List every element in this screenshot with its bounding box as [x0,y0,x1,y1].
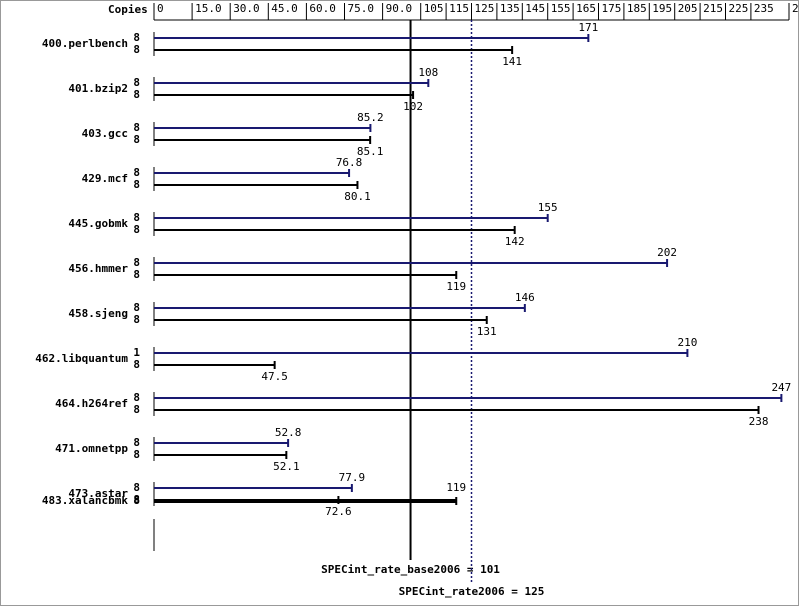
copies-label: 8 [133,268,140,281]
copies-label: 8 [133,76,140,89]
copies-label: 8 [133,391,140,404]
value-label: 146 [515,291,535,304]
x-tick-label: 215 [703,2,723,15]
value-label: 141 [502,55,522,68]
copies-label: 8 [133,256,140,269]
copies-label: 8 [133,211,140,224]
x-tick-label: 185 [627,2,647,15]
x-tick-label: 75.0 [348,2,375,15]
reference-label: SPECint_rate2006 = 125 [399,585,545,598]
value-label: 155 [538,201,558,214]
copies-label: 8 [133,166,140,179]
value-label: 77.9 [339,471,366,484]
x-tick-label: 60.0 [309,2,336,15]
value-label: 72.6 [325,505,352,518]
category-label: 429.mcf [82,172,128,185]
x-tick-label: 195 [652,2,672,15]
copies-label: 8 [133,223,140,236]
category-label: 400.perlbench [42,37,128,50]
x-tick-label: 250 [792,2,799,15]
x-tick-label: 105 [424,2,444,15]
value-label: 119 [446,280,466,293]
copies-label: 8 [133,358,140,371]
category-label: 464.h264ref [55,397,128,410]
value-label: 52.8 [275,426,302,439]
copies-label: 8 [133,481,140,494]
x-tick-label: 235 [754,2,774,15]
category-label: 401.bzip2 [68,82,128,95]
category-label: 458.sjeng [68,307,128,320]
category-label: 456.hmmer [68,262,128,275]
x-tick-label: 30.0 [233,2,260,15]
value-label: 210 [677,336,697,349]
category-label: 471.omnetpp [55,442,128,455]
x-tick-label: 135 [500,2,520,15]
value-label: 202 [657,246,677,259]
value-label: 80.1 [344,190,371,203]
copies-label: 1 [133,346,140,359]
value-label: 171 [578,21,598,34]
value-label: 52.1 [273,460,300,473]
x-tick-label: 225 [729,2,749,15]
copies-label: 8 [133,178,140,191]
x-tick-label: 155 [551,2,571,15]
copies-label: 8 [133,436,140,449]
copies-label: 8 [133,493,140,506]
copies-label: 8 [133,313,140,326]
value-label: 47.5 [261,370,288,383]
x-tick-label: 115 [449,2,469,15]
copies-label: 8 [133,88,140,101]
copies-label: 8 [133,121,140,134]
axis-title: Copies [108,3,148,16]
x-tick-label: 145 [525,2,545,15]
copies-label: 8 [133,31,140,44]
copies-label: 8 [133,403,140,416]
value-label: 119 [446,481,466,494]
value-label: 108 [418,66,438,79]
value-label: 85.2 [357,111,384,124]
category-label: 403.gcc [82,127,128,140]
copies-label: 8 [133,301,140,314]
x-tick-label: 125 [475,2,495,15]
value-label: 238 [749,415,769,428]
value-label: 131 [477,325,497,338]
x-tick-label: 175 [602,2,622,15]
value-label: 142 [505,235,525,248]
copies-label: 8 [133,448,140,461]
x-tick-label: 165 [576,2,596,15]
x-tick-label: 205 [678,2,698,15]
x-tick-label: 15.0 [195,2,222,15]
copies-label: 8 [133,43,140,56]
value-label: 102 [403,100,423,113]
value-label: 85.1 [357,145,384,158]
category-label: 473.astar [68,487,128,500]
x-tick-label: 45.0 [271,2,298,15]
category-label: 462.libquantum [35,352,128,365]
value-label: 247 [771,381,791,394]
x-tick-label: 0 [157,2,164,15]
copies-label: 8 [133,494,140,507]
category-label: 483.xalancbmk [42,494,128,507]
copies-label: 8 [133,133,140,146]
value-label: 76.8 [336,156,363,169]
x-tick-label: 90.0 [386,2,413,15]
category-label: 445.gobmk [68,217,128,230]
reference-label: SPECint_rate_base2006 = 101 [321,563,500,576]
